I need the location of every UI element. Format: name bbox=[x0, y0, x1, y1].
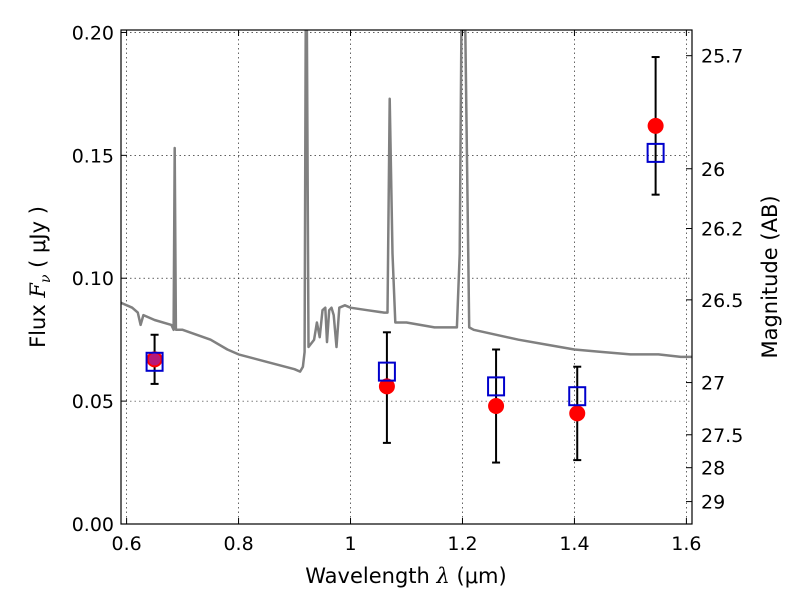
y-tick-label: 0.10 bbox=[72, 268, 114, 290]
y-axis-label: Flux Fν ( μJy ) bbox=[26, 206, 54, 348]
y-tick-label: 0.20 bbox=[72, 22, 114, 44]
spectrum-series bbox=[121, 30, 692, 373]
y-tick-label: 0.15 bbox=[72, 145, 114, 167]
overlap-marker bbox=[148, 353, 161, 366]
right-tick-label: 27.5 bbox=[701, 425, 743, 447]
model-point bbox=[145, 351, 164, 372]
right-axis-label: Magnitude (AB) bbox=[758, 195, 782, 358]
data-points bbox=[145, 56, 665, 464]
right-tick-label: 26 bbox=[701, 159, 725, 181]
x-tick-label: 1 bbox=[344, 533, 356, 555]
x-tick-label: 0.6 bbox=[111, 533, 141, 555]
x-tick-label: 1.2 bbox=[447, 533, 477, 555]
grid bbox=[121, 30, 692, 525]
right-tick-label: 27 bbox=[701, 373, 725, 395]
x-tick-label: 0.8 bbox=[223, 533, 253, 555]
observed-point bbox=[488, 398, 505, 415]
model-spectrum-line bbox=[121, 30, 692, 373]
observed-point bbox=[569, 405, 586, 422]
observed-point bbox=[647, 117, 664, 134]
model-point bbox=[568, 386, 587, 407]
y-tick-label: 0.05 bbox=[72, 391, 114, 413]
y-tick-label: 0.00 bbox=[72, 514, 114, 536]
right-tick-label: 26.5 bbox=[701, 290, 743, 312]
right-tick-label: 26.2 bbox=[701, 219, 743, 241]
observed-point bbox=[378, 378, 395, 395]
right-tick-label: 29 bbox=[701, 492, 725, 514]
x-axis-label: Wavelength λ (μm) bbox=[305, 564, 506, 588]
axis-ticks: 0.6 0.8 1 1.2 1.4 1.6 0.00 0.05 0.10 0.15 0.20 25.7… bbox=[72, 22, 744, 555]
model-point bbox=[646, 142, 665, 163]
right-tick-label: 28 bbox=[701, 458, 725, 480]
model-point bbox=[377, 361, 396, 382]
right-tick-label: 25.7 bbox=[701, 46, 743, 68]
x-tick-label: 1.6 bbox=[671, 533, 701, 555]
plot-frame bbox=[120, 29, 693, 525]
x-tick-label: 1.4 bbox=[559, 533, 589, 555]
model-point bbox=[487, 376, 506, 397]
